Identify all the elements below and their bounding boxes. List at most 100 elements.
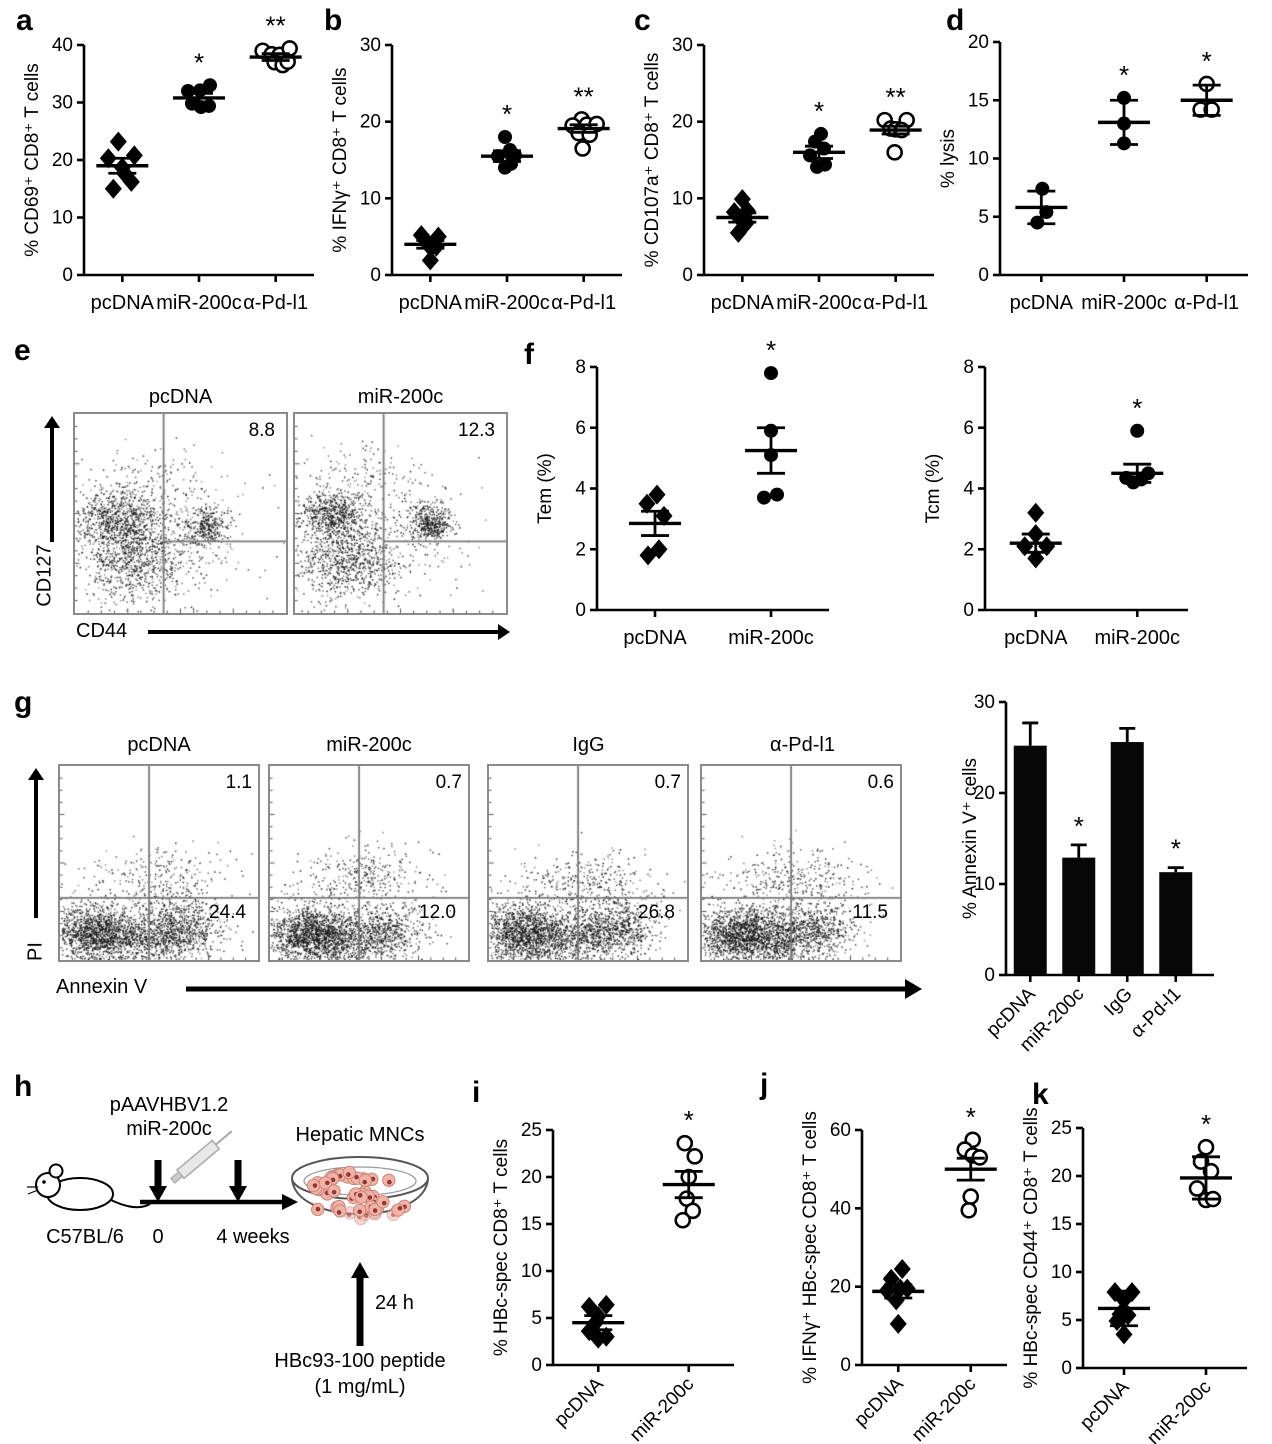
data-point bbox=[125, 145, 143, 166]
y-axis-label: % IFNγ⁺ HBc-spec CD8⁺ T cells bbox=[800, 1111, 821, 1384]
data-point bbox=[650, 539, 668, 560]
x-category-label: pcDNA bbox=[550, 1373, 608, 1431]
y-axis-label: % lysis bbox=[938, 129, 959, 188]
flow-g-plot-apdl1 bbox=[700, 764, 902, 962]
syringe-plunger bbox=[170, 1171, 184, 1184]
cell-nucleus bbox=[315, 1206, 321, 1212]
bar bbox=[1013, 745, 1047, 975]
x-category-label: IgG bbox=[1100, 984, 1137, 1021]
y-tick-label: 10 bbox=[521, 1261, 542, 1282]
significance-label: ** bbox=[574, 81, 594, 111]
stimulation-arrowhead bbox=[351, 1262, 369, 1278]
data-point bbox=[648, 484, 666, 505]
data-point bbox=[1130, 423, 1145, 438]
data-point bbox=[889, 1313, 907, 1334]
y-tick-label: 0 bbox=[370, 265, 381, 286]
data-point bbox=[1115, 1324, 1133, 1345]
x-category-label: pcDNA bbox=[1076, 1376, 1134, 1434]
x-category-label: miR-200c bbox=[908, 1374, 980, 1444]
data-point bbox=[580, 1321, 598, 1342]
y-tick-label: 2 bbox=[963, 539, 974, 560]
data-point bbox=[738, 200, 756, 221]
data-point bbox=[181, 84, 195, 98]
data-point bbox=[122, 171, 140, 192]
panel-d-chart: 0 5 10 15 20 % lysis pcDNA miR-200c * α-Pd-l1 * bbox=[938, 32, 1248, 314]
x-category-label: miR-200c bbox=[464, 292, 550, 314]
flow-g-title-pcdna: pcDNA bbox=[127, 734, 191, 756]
flow-g-q4-mir200c: 12.0 bbox=[419, 902, 456, 923]
cd127-axis-arrow bbox=[44, 416, 60, 542]
x-category-label: pcDNA bbox=[711, 292, 775, 314]
y-tick-label: 0 bbox=[682, 265, 693, 286]
y-tick-label: 20 bbox=[974, 783, 995, 804]
significance-label: * bbox=[194, 47, 204, 77]
bar bbox=[1159, 872, 1193, 975]
y-tick-label: 0 bbox=[575, 600, 586, 621]
injection-label-line2: miR-200c bbox=[126, 1118, 212, 1140]
y-tick-label: 15 bbox=[521, 1214, 542, 1235]
annexin-v-axis-arrow bbox=[186, 978, 922, 1000]
significance-label: * bbox=[1074, 811, 1084, 841]
data-point bbox=[893, 1259, 911, 1280]
peptide-label-line2: (1 mg/mL) bbox=[314, 1376, 406, 1398]
y-tick-label: 10 bbox=[974, 874, 995, 895]
data-point bbox=[757, 490, 771, 505]
significance-label: * bbox=[1201, 1109, 1211, 1139]
x-category-label: α-Pd-l1 bbox=[243, 292, 308, 314]
data-point bbox=[421, 250, 439, 271]
y-tick-label: 25 bbox=[521, 1120, 542, 1141]
data-point bbox=[498, 130, 512, 144]
y-tick-label: 4 bbox=[575, 479, 586, 500]
flow-g-q4-pcdna: 24.4 bbox=[209, 902, 246, 923]
y-tick-label: 4 bbox=[963, 479, 974, 500]
significance-label: ** bbox=[266, 10, 286, 40]
data-point bbox=[676, 1134, 694, 1152]
hepatic-mncs-label: Hepatic MNCs bbox=[295, 1124, 425, 1146]
flow-g-q4-igg: 26.8 bbox=[638, 902, 675, 923]
panel-letter-a: a bbox=[16, 4, 33, 37]
panel-k-chart: 0 5 10 15 20 25 % HBc-spec CD44⁺ CD8⁺ T cells p… bbox=[1021, 1107, 1247, 1444]
y-tick-label: 30 bbox=[974, 692, 995, 713]
flow-g-plot-pcdna bbox=[58, 764, 260, 962]
data-point bbox=[202, 98, 216, 113]
y-tick-label: 0 bbox=[984, 965, 995, 986]
y-tick-label: 20 bbox=[672, 112, 693, 133]
panel-b-chart: 0 10 20 30 % IFNγ⁺ CD8⁺ T cells pcDNA miR-200c… bbox=[330, 35, 622, 314]
y-tick-label: 5 bbox=[1061, 1310, 1072, 1331]
significance-label: * bbox=[684, 1105, 694, 1135]
timeline-arrowhead bbox=[282, 1194, 298, 1210]
data-point bbox=[1016, 536, 1034, 557]
y-tick-label: 0 bbox=[963, 600, 974, 621]
data-point bbox=[686, 1148, 704, 1165]
y-tick-label: 6 bbox=[575, 418, 586, 439]
mouse-strain-label: C57BL/6 bbox=[46, 1226, 124, 1248]
y-axis-label: % CD69⁺ CD8⁺ T cells bbox=[22, 63, 43, 257]
data-point bbox=[1038, 536, 1056, 557]
panel-letter-k: k bbox=[1032, 1078, 1049, 1111]
panel-a-chart: 0 10 20 30 40 % CD69⁺ CD8⁺ T cells pcDNA miR-20… bbox=[22, 10, 314, 314]
mouse-eye bbox=[42, 1180, 46, 1184]
y-tick-label: 0 bbox=[840, 1355, 851, 1376]
y-tick-label: 5 bbox=[531, 1308, 542, 1329]
y-tick-label: 20 bbox=[360, 112, 381, 133]
data-point bbox=[574, 140, 591, 157]
flow-g-title-igg: IgG bbox=[572, 734, 605, 756]
flow-g-plot-mir200c bbox=[268, 764, 470, 962]
timeline-end-label: 4 weeks bbox=[216, 1226, 290, 1248]
peptide-label-line1: HBc93-100 peptide bbox=[274, 1350, 446, 1372]
y-tick-label: 20 bbox=[521, 1167, 542, 1188]
data-point bbox=[203, 78, 217, 93]
data-point bbox=[886, 144, 903, 161]
panel-letter-b: b bbox=[324, 4, 343, 37]
y-axis-label: % IFNγ⁺ CD8⁺ T cells bbox=[330, 67, 351, 252]
cell-nucleus bbox=[357, 1192, 363, 1198]
mouse-tail bbox=[110, 1199, 151, 1209]
flow-g-title-mir200c: miR-200c bbox=[326, 734, 412, 756]
x-category-label: pcDNA bbox=[91, 292, 155, 314]
significance-label: * bbox=[502, 99, 512, 129]
y-tick-label: 0 bbox=[62, 265, 73, 286]
cd44-axis-arrow bbox=[148, 624, 510, 640]
y-tick-label: 0 bbox=[978, 265, 989, 286]
y-tick-label: 20 bbox=[830, 1277, 851, 1298]
